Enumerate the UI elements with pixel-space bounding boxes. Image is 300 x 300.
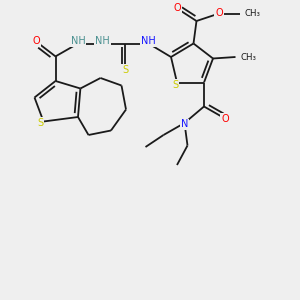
Text: S: S: [172, 80, 178, 90]
Text: O: O: [221, 113, 229, 124]
Text: O: O: [32, 36, 40, 46]
Text: CH₃: CH₃: [241, 52, 257, 62]
Text: NH: NH: [95, 36, 110, 46]
Text: O: O: [173, 3, 181, 14]
Text: N: N: [181, 119, 188, 130]
Text: CH₃: CH₃: [244, 9, 260, 18]
Text: S: S: [122, 65, 128, 75]
Text: S: S: [38, 118, 44, 128]
Text: O: O: [215, 8, 223, 19]
Text: NH: NH: [70, 36, 86, 46]
Text: NH: NH: [141, 36, 156, 46]
